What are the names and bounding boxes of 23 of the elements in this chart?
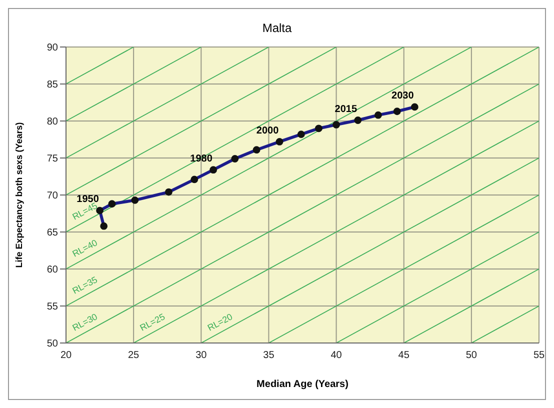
chart-title: Malta [261, 21, 293, 35]
x-tick-label: 45 [398, 350, 410, 362]
y-tick-label: 55 [46, 302, 58, 313]
y-tick-label: 60 [46, 264, 58, 276]
x-tick-label: 55 [533, 350, 545, 362]
y-tick-label: 90 [46, 42, 58, 54]
x-tick-label: 40 [330, 350, 342, 362]
x-tick-label: 20 [60, 350, 72, 362]
x-tick-label: 25 [128, 350, 140, 362]
y-tick-label: 70 [46, 190, 58, 202]
y-tick-label: 85 [46, 80, 58, 91]
annotation: 2000 [256, 125, 280, 136]
y-tick-label: 75 [46, 154, 58, 165]
annotation: 2030 [392, 90, 414, 102]
x-tick-label: 30 [196, 350, 208, 362]
x-tick-label: 35 [263, 350, 275, 362]
annotation: 2015 [334, 104, 358, 115]
x-axis-title: Median Age (Years) [256, 379, 348, 390]
y-tick-label: 50 [46, 338, 58, 350]
y-tick-label: 80 [46, 116, 58, 128]
y-axis-title: Life Expectancy both sexs (Years) [14, 122, 24, 268]
x-tick-label: 50 [466, 350, 478, 362]
y-tick-label: 65 [46, 228, 58, 239]
